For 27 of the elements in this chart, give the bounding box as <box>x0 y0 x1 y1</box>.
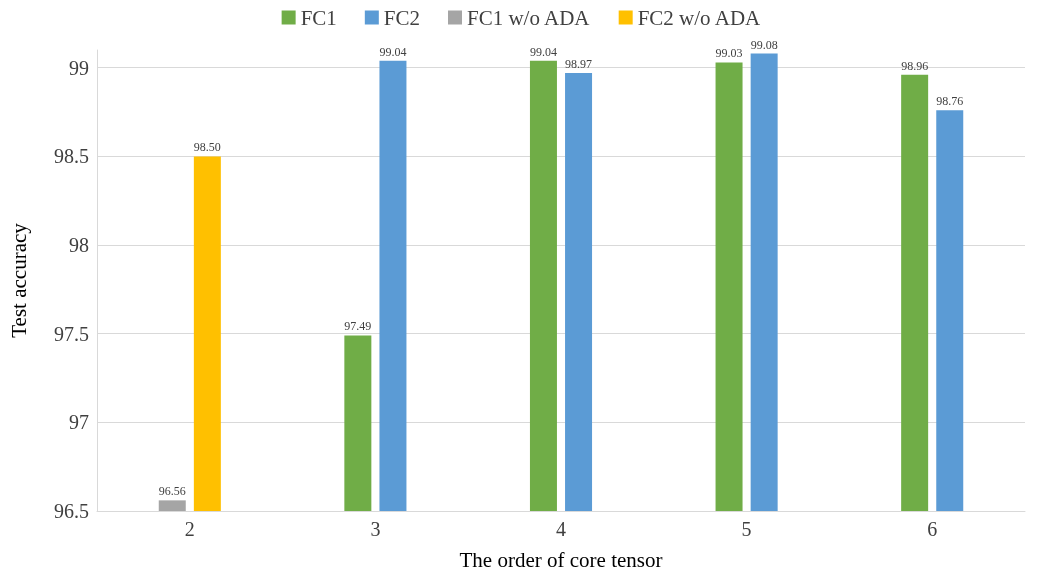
y-tick-label: 97 <box>69 411 89 434</box>
data-label: 99.08 <box>750 37 778 52</box>
y-tick-label: 98 <box>69 234 89 257</box>
legend-label: FC2 <box>383 5 420 30</box>
x-tick-label: 6 <box>927 518 938 540</box>
data-label: 96.56 <box>158 484 186 499</box>
data-label: 98.50 <box>193 140 221 155</box>
legend-label: FC1 w/o ADA <box>467 5 591 30</box>
legend-label: FC2 w/o ADA <box>637 5 762 30</box>
x-tick-label: 2 <box>184 518 195 540</box>
data-label: 97.49 <box>344 319 372 334</box>
y-tick-label: 98.5 <box>54 145 89 168</box>
y-tick-label: 96.5 <box>54 500 89 522</box>
x-tick-label: 3 <box>370 518 381 540</box>
y-axis-title: Test accuracy <box>6 222 31 338</box>
data-label: 99.04 <box>379 44 407 59</box>
data-label: 99.03 <box>715 46 743 61</box>
data-label: 99.04 <box>529 44 557 59</box>
data-label: 98.97 <box>565 57 593 72</box>
legend-label: FC1 <box>300 5 337 30</box>
data-label: 98.96 <box>901 58 929 73</box>
y-tick-label: 97.5 <box>54 322 89 345</box>
x-tick-label: 5 <box>741 518 752 540</box>
data-label: 98.76 <box>936 94 964 109</box>
x-tick-label: 4 <box>556 518 566 540</box>
y-tick-label: 99 <box>69 56 89 79</box>
x-axis-title: The order of core tensor <box>459 547 663 572</box>
